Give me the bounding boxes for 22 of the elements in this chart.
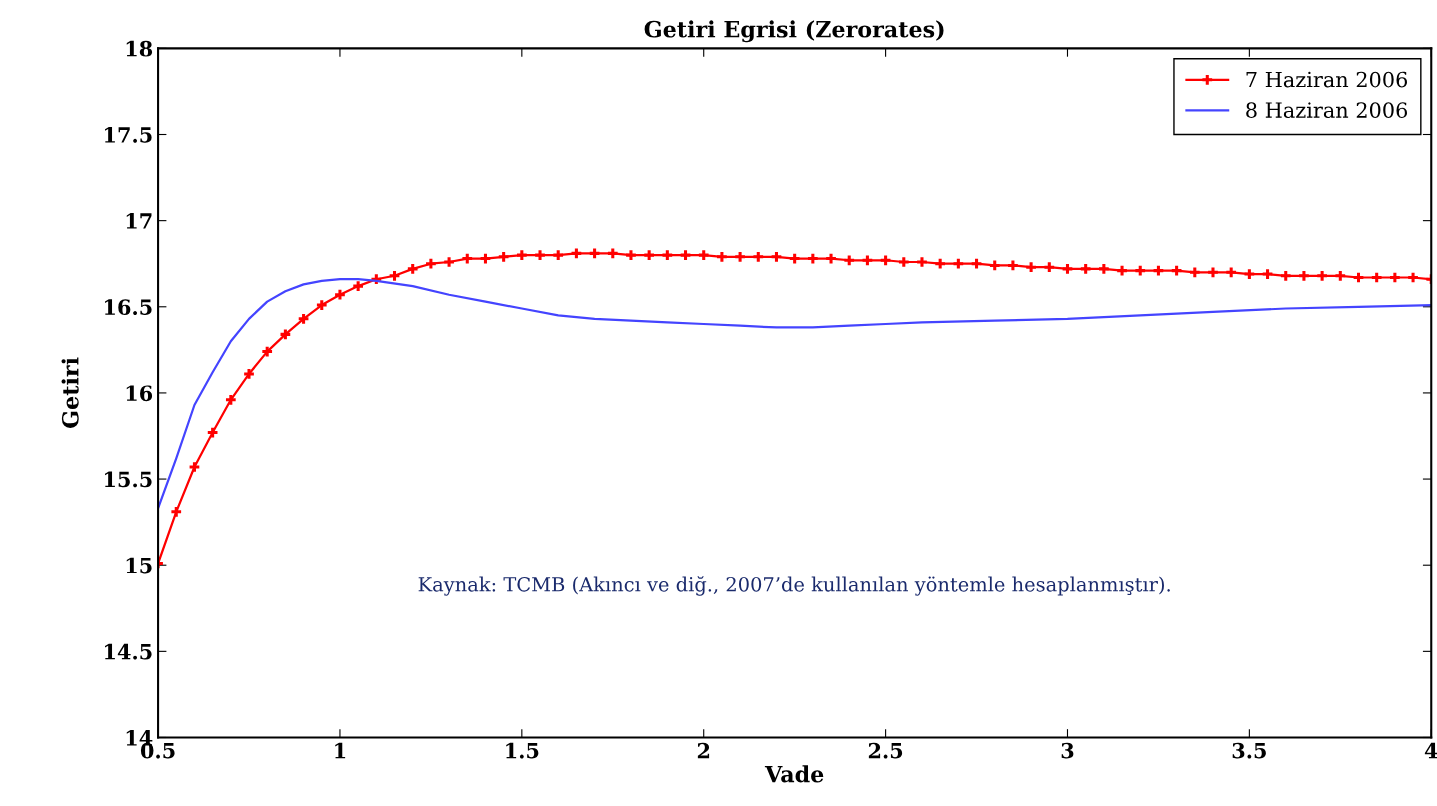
x-tick-label: 1 (335, 742, 346, 759)
y-tick-label: 17.5 (105, 126, 152, 143)
x-axis-title: Vade (764, 765, 824, 783)
y-tick-label: 18 (126, 40, 153, 57)
y-tick-label: 15 (126, 557, 152, 574)
line-series (158, 278, 1432, 510)
annotation: Kaynak: TCMB (Akıncı ve diğ., 2007’de kullanılan yöntemle hesaplanmıştır). (418, 576, 1170, 596)
x-tick-label: 2 (697, 742, 710, 759)
x-tick-label: 4 (1424, 742, 1437, 759)
x-tick-label: 2.5 (868, 742, 903, 759)
legend-label: 7 Haziran 2006 (1246, 71, 1408, 88)
y-tick-label: 14.5 (105, 643, 152, 660)
y-tick-label: 15.5 (105, 471, 152, 488)
y-tick-label: 16.5 (105, 299, 152, 315)
x-tick-label: 3 (1061, 742, 1074, 759)
legend-label: 8 Haziran 2006 (1246, 102, 1408, 118)
chart-title: Getiri Egrisi (Zerorates) (644, 20, 944, 43)
y-tick-label: 16 (126, 385, 153, 402)
y-tick-label: 17 (126, 213, 152, 229)
x-tick-label: 3.5 (1232, 742, 1266, 759)
y-axis-title: Getiri (61, 357, 79, 428)
x-tick-label: 1.5 (506, 742, 539, 759)
